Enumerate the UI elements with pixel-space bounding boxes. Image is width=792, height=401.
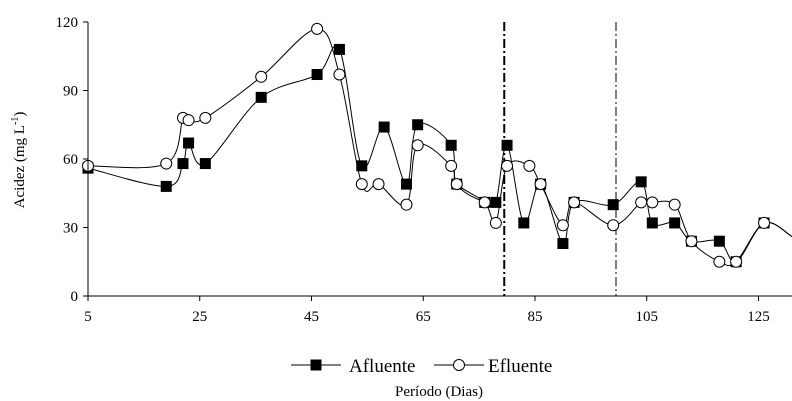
data-point-efluente xyxy=(730,255,743,268)
data-point-afluente xyxy=(356,160,368,172)
data-point-efluente xyxy=(160,157,173,170)
y-axis-title-close: ) xyxy=(12,112,28,117)
data-point-afluente xyxy=(635,176,647,188)
data-point-efluente xyxy=(450,178,463,191)
y-tick-label: 0 xyxy=(71,289,79,305)
data-point-afluente xyxy=(490,196,502,208)
axes xyxy=(87,22,792,297)
data-point-efluente xyxy=(372,178,385,191)
series-markers xyxy=(82,22,771,268)
data-point-afluente xyxy=(646,217,658,229)
data-point-efluente xyxy=(400,198,413,211)
data-point-afluente xyxy=(333,43,345,55)
data-point-afluente xyxy=(669,217,681,229)
legend-label-efluente: Efluente xyxy=(488,356,552,377)
x-tick-label: 125 xyxy=(747,309,770,325)
data-point-efluente xyxy=(523,159,536,172)
data-point-afluente xyxy=(199,158,211,170)
x-tick-label: 5 xyxy=(84,309,92,325)
data-point-efluente xyxy=(489,216,502,229)
data-point-efluente xyxy=(182,114,195,127)
legend-label-afluente: Afluente xyxy=(349,356,415,377)
y-axis-title-main: Acidez (mg L xyxy=(12,125,28,208)
data-point-efluente xyxy=(445,159,458,172)
data-point-afluente xyxy=(183,137,195,149)
data-point-afluente xyxy=(445,139,457,151)
data-point-efluente xyxy=(199,111,212,124)
legend-marker-efluente xyxy=(453,359,465,371)
data-point-afluente xyxy=(713,235,725,247)
data-point-afluente xyxy=(378,121,390,133)
data-point-efluente xyxy=(646,196,659,209)
legend-marker-afluente xyxy=(310,359,322,371)
data-point-efluente xyxy=(685,235,698,248)
data-point-efluente xyxy=(556,219,569,232)
y-axis-title-superscript: -1 xyxy=(10,117,21,125)
data-point-afluente xyxy=(311,69,323,81)
data-point-efluente xyxy=(411,139,424,152)
data-point-afluente xyxy=(160,180,172,192)
x-tick-label: 65 xyxy=(416,309,431,325)
data-point-efluente xyxy=(635,196,648,209)
y-tick-label: 30 xyxy=(63,221,78,237)
data-point-afluente xyxy=(177,158,189,170)
y-tick-label: 120 xyxy=(56,15,79,31)
data-point-efluente xyxy=(607,219,620,232)
data-point-efluente xyxy=(534,178,547,191)
phase-divider-lines xyxy=(503,22,617,296)
data-point-efluente xyxy=(333,68,346,81)
data-point-afluente xyxy=(255,91,267,103)
data-point-afluente xyxy=(607,199,619,211)
data-point-afluente xyxy=(400,178,412,190)
legend-item-afluente: Afluente xyxy=(291,356,415,377)
x-tick-label: 45 xyxy=(304,309,319,325)
x-axis-ticks: 5 25 45 65 85 105 125 xyxy=(84,296,770,325)
data-point-afluente xyxy=(557,237,569,249)
data-point-afluente xyxy=(412,119,424,131)
legend: Afluente Efluente xyxy=(291,356,552,377)
data-point-afluente xyxy=(501,139,513,151)
data-point-efluente xyxy=(501,159,514,172)
x-tick-label: 25 xyxy=(192,309,207,325)
series-line-afluente xyxy=(87,45,792,263)
y-tick-label: 60 xyxy=(63,152,78,168)
data-point-efluente xyxy=(311,22,324,35)
data-point-efluente xyxy=(355,178,368,191)
data-point-afluente xyxy=(518,217,530,229)
x-tick-label: 85 xyxy=(527,309,542,325)
x-tick-label: 105 xyxy=(635,309,658,325)
data-point-efluente xyxy=(255,70,268,83)
data-point-efluente xyxy=(568,196,581,209)
x-axis-title: Período (Dias) xyxy=(395,384,483,400)
y-tick-label: 90 xyxy=(63,84,78,100)
data-point-efluente xyxy=(713,255,726,268)
data-point-efluente xyxy=(758,216,771,229)
legend-item-efluente: Efluente xyxy=(434,356,552,377)
data-point-efluente xyxy=(668,198,681,211)
y-axis-ticks: 0 30 60 90 120 xyxy=(56,15,88,305)
y-axis-title: Acidez (mg L-1) xyxy=(10,112,28,209)
data-point-efluente xyxy=(478,196,491,209)
